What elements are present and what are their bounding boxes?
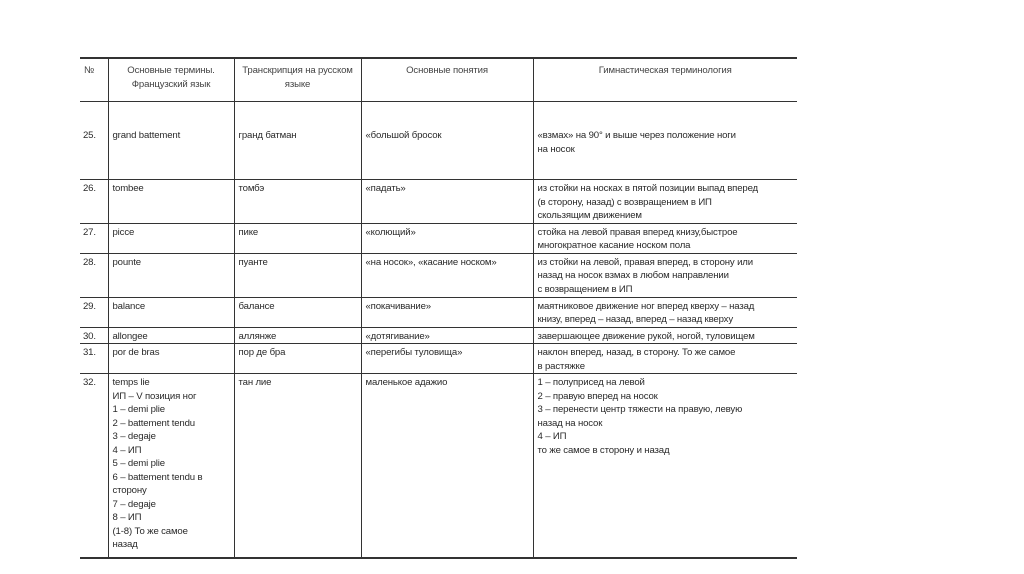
cell-line: 4 – ИП bbox=[537, 431, 567, 442]
transcription-cell: пике bbox=[233, 222, 362, 254]
table-row: 30. allongee аллянже «дотягивание» завершающ… bbox=[80, 326, 797, 344]
cell-line: скользящим движением bbox=[537, 210, 642, 221]
concept-cell: «большой бросок bbox=[360, 101, 534, 180]
cell-line: picce bbox=[112, 226, 135, 238]
row-number: 32. bbox=[80, 373, 109, 559]
cell-line: 7 – degaje bbox=[112, 498, 156, 510]
header-number: № bbox=[80, 57, 109, 102]
header-concept: Основные понятия bbox=[360, 57, 534, 102]
cell-line: 4 – ИП bbox=[112, 444, 142, 456]
cell-line: temps lie bbox=[112, 377, 150, 388]
cell-line: на носок bbox=[537, 143, 575, 155]
gymnastic-terminology-cell: стойка на левой правая вперед книзу,быст… bbox=[532, 222, 797, 254]
row-number: 27. bbox=[80, 222, 109, 254]
french-term-cell: por de bras bbox=[107, 343, 235, 374]
cell-line: ИП – V позиция ног bbox=[112, 390, 197, 402]
cell-line: 1 – полуприсед на левой bbox=[537, 377, 645, 388]
cell-line: книзу, вперед – назад, вперед – назад кв… bbox=[537, 314, 734, 325]
table-header-row: № Основные термины. Французский язык Тра… bbox=[80, 57, 797, 102]
cell-line: por de bras bbox=[112, 347, 160, 358]
cell-line: tombee bbox=[112, 183, 144, 194]
row-number: 25. bbox=[80, 101, 109, 180]
cell-line: из стойки на носках в пятой позиции выпа… bbox=[537, 183, 759, 194]
table-row: 32. temps lie ИП – V позиция ног 1 – demi p… bbox=[80, 373, 797, 559]
cell-line: (в сторону, назад) с возвращением в ИП bbox=[537, 196, 712, 208]
gymnastic-terminology-cell: маятниковое движение ног вперед кверху –… bbox=[532, 296, 797, 328]
cell-line: из стойки на левой, правая вперед, в сто… bbox=[537, 256, 754, 268]
french-term-cell: picce bbox=[107, 222, 235, 254]
row-number: 28. bbox=[80, 252, 109, 298]
french-term-cell: balance bbox=[107, 296, 235, 328]
header-french-term: Основные термины. Французский язык bbox=[107, 57, 235, 102]
concept-cell: «дотягивание» bbox=[360, 326, 534, 344]
gymnastic-terminology-cell: «взмах» на 90° и выше через положение но… bbox=[532, 101, 797, 180]
cell-line: balance bbox=[112, 300, 146, 312]
terminology-table: № Основные термины. Французский язык Тра… bbox=[80, 57, 797, 559]
cell-line: назад bbox=[112, 539, 138, 550]
cell-line: в растяжке bbox=[537, 360, 586, 372]
table-row: 28. pounte пуанте «на носок», «касание носк… bbox=[80, 252, 797, 298]
cell-line: многократное касание носком пола bbox=[537, 240, 691, 251]
cell-line: 2 – правую вперед на носок bbox=[537, 390, 658, 402]
table-row: 26. tombee томбэ «падать» из стойки на носка… bbox=[80, 179, 797, 224]
cell-line: 1 – demi plie bbox=[112, 404, 166, 415]
concept-cell: «колющий» bbox=[360, 222, 534, 254]
header-transcription: Транскрипция на русском языке bbox=[233, 57, 362, 102]
concept-cell: «падать» bbox=[360, 179, 534, 224]
cell-line: allongee bbox=[112, 330, 148, 342]
cell-line: стойка на левой правая вперед книзу,быст… bbox=[537, 226, 738, 238]
concept-cell: «на носок», «касание носком» bbox=[360, 252, 534, 298]
transcription-cell: тан лие bbox=[233, 373, 362, 559]
transcription-cell: гранд батман bbox=[233, 101, 362, 180]
header-gymnastic-terminology: Гимнастическая терминология bbox=[532, 57, 797, 102]
row-number: 26. bbox=[80, 179, 109, 224]
cell-line: 5 – demi plie bbox=[112, 458, 166, 469]
cell-line: назад на носок взмах в любом направлении bbox=[537, 270, 729, 281]
transcription-cell: аллянже bbox=[233, 326, 362, 344]
transcription-cell: томбэ bbox=[233, 179, 362, 224]
concept-cell: «перегибы туловища» bbox=[360, 343, 534, 374]
cell-line: «взмах» на 90° и выше через положение но… bbox=[537, 130, 737, 141]
cell-line: pounte bbox=[112, 256, 142, 268]
cell-line: с возвращением в ИП bbox=[537, 283, 633, 295]
table-row: 27. picce пике «колющий» стойка на левой пра… bbox=[80, 222, 797, 254]
cell-line: сторону bbox=[112, 485, 147, 496]
gymnastic-terminology-cell: завершающее движение рукой, ногой, тулов… bbox=[532, 326, 797, 344]
concept-cell: «покачивание» bbox=[360, 296, 534, 328]
cell-line: 6 – battement tendu в bbox=[112, 471, 203, 483]
transcription-cell: балансе bbox=[233, 296, 362, 328]
row-number: 30. bbox=[80, 326, 109, 344]
gymnastic-terminology-cell: 1 – полуприсед на левой 2 – правую вперед… bbox=[532, 373, 797, 559]
french-term-cell: temps lie ИП – V позиция ног 1 – demi plie… bbox=[107, 373, 235, 559]
french-term-cell: tombee bbox=[107, 179, 235, 224]
french-term-cell: allongee bbox=[107, 326, 235, 344]
concept-cell: маленькое адажио bbox=[360, 373, 534, 559]
cell-line: 3 – перенести центр тяжести на правую, л… bbox=[537, 404, 743, 415]
cell-line: grand battement bbox=[112, 130, 181, 141]
cell-line: (1-8) То же самое bbox=[112, 525, 188, 537]
cell-line: то же самое в сторону и назад bbox=[537, 444, 670, 456]
cell-line: 2 – battement tendu bbox=[112, 417, 196, 429]
table-row: 25. grand battement гранд батман «большой б… bbox=[80, 101, 797, 180]
cell-line: 3 – degaje bbox=[112, 431, 156, 442]
cell-line: маятниковое движение ног вперед кверху –… bbox=[537, 300, 755, 312]
cell-line: 8 – ИП bbox=[112, 512, 142, 523]
gymnastic-terminology-cell: из стойки на носках в пятой позиции выпа… bbox=[532, 179, 797, 224]
cell-line: назад на носок bbox=[537, 417, 603, 429]
cell-line: завершающее движение рукой, ногой, тулов… bbox=[537, 330, 755, 342]
french-term-cell: pounte bbox=[107, 252, 235, 298]
cell-line: наклон вперед, назад, в сторону. То же с… bbox=[537, 347, 736, 358]
table-row: 31. por de bras пор де бра «перегибы тулови… bbox=[80, 343, 797, 374]
gymnastic-terminology-cell: из стойки на левой, правая вперед, в сто… bbox=[532, 252, 797, 298]
french-term-cell: grand battement bbox=[107, 101, 235, 180]
row-number: 31. bbox=[80, 343, 109, 374]
row-number: 29. bbox=[80, 296, 109, 328]
transcription-cell: пуанте bbox=[233, 252, 362, 298]
transcription-cell: пор де бра bbox=[233, 343, 362, 374]
table-row: 29. balance балансе «покачивание» маятниково… bbox=[80, 296, 797, 328]
gymnastic-terminology-cell: наклон вперед, назад, в сторону. То же с… bbox=[532, 343, 797, 374]
